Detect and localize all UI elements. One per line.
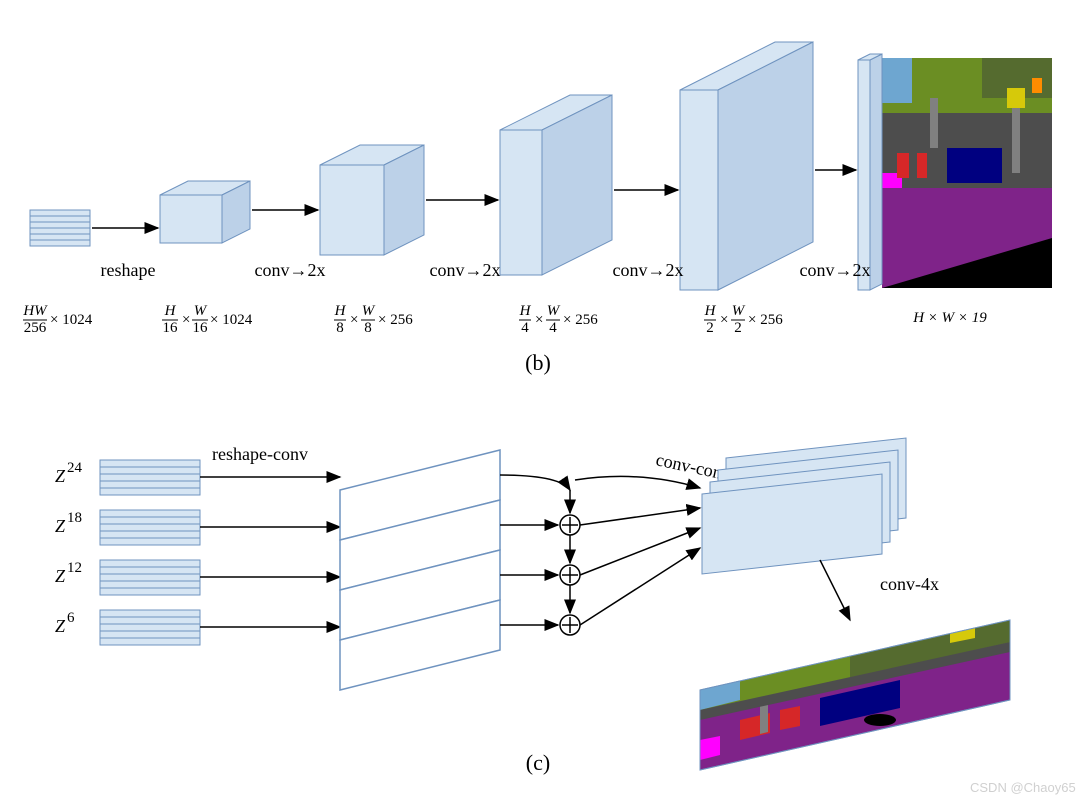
svg-text:×: × — [182, 312, 190, 328]
svg-text:×: × — [350, 312, 358, 328]
arrow-c-p0 — [500, 475, 570, 490]
svg-text:W: W — [194, 303, 208, 319]
block-1 — [160, 181, 250, 243]
svg-text:16: 16 — [193, 320, 209, 336]
op-label-4: conv→2x — [800, 260, 871, 280]
op-c-2: conv-4x — [880, 574, 939, 594]
op-label-2: conv→2x — [430, 260, 501, 280]
diagram-c: Z 24 Z 18 Z 12 Z 6 reshape-conv — [55, 438, 1010, 775]
svg-text:4: 4 — [521, 320, 529, 336]
z-slats — [100, 460, 200, 645]
block-2 — [320, 145, 424, 255]
arrow-c-s1 — [580, 508, 700, 525]
dim-3: H 4 × W 4 × 256 — [519, 303, 599, 336]
z-inputs: Z 24 Z 18 Z 12 Z 6 — [55, 460, 200, 645]
op-label-0: reshape — [101, 260, 156, 280]
op-label-3: conv→2x — [613, 260, 684, 280]
svg-text:× 256: × 256 — [748, 312, 783, 328]
svg-text:2: 2 — [734, 320, 742, 336]
op-c-0: reshape-conv — [212, 444, 308, 464]
z-label-1: Z — [55, 516, 66, 536]
svg-text:H: H — [164, 303, 177, 319]
block-input-slats — [30, 210, 90, 246]
svg-text:H: H — [334, 303, 347, 319]
svg-text:8: 8 — [364, 320, 372, 336]
arrow-c-s0 — [575, 476, 700, 488]
fig-label-b: (b) — [525, 350, 551, 375]
svg-text:W: W — [547, 303, 561, 319]
svg-text:W: W — [362, 303, 376, 319]
arrow-c-out — [820, 560, 850, 620]
stacked-planes — [702, 438, 906, 574]
z-sup-0: 24 — [67, 460, 83, 476]
watermark: CSDN @Chaoy6565 — [970, 780, 1076, 795]
svg-text:H: H — [519, 303, 532, 319]
z-sup-1: 18 — [67, 510, 82, 526]
svg-text:× 256: × 256 — [563, 312, 598, 328]
svg-text:HW: HW — [22, 303, 48, 319]
output-plane — [858, 54, 1052, 290]
svg-text:× 1024: × 1024 — [50, 312, 93, 328]
seg-output-c — [700, 620, 1010, 770]
dim-0: HW 256 × 1024 — [22, 303, 92, 336]
dim-5: H × W × 19 — [912, 310, 987, 326]
svg-text:16: 16 — [163, 320, 179, 336]
z-label-3: Z — [55, 616, 66, 636]
diagram-b: reshape conv→2x conv→2x conv→2x conv→2x … — [22, 42, 1052, 375]
svg-text:2: 2 — [706, 320, 714, 336]
svg-text:× 1024: × 1024 — [210, 312, 253, 328]
svg-text:×: × — [720, 312, 728, 328]
z-label-2: Z — [55, 566, 66, 586]
svg-text:× 256: × 256 — [378, 312, 413, 328]
svg-text:8: 8 — [336, 320, 344, 336]
op-label-1: conv→2x — [255, 260, 326, 280]
dim-4: H 2 × W 2 × 256 — [704, 303, 784, 336]
plus-nodes — [560, 515, 580, 635]
z-sup-2: 12 — [67, 560, 82, 576]
dim-2: H 8 × W 8 × 256 — [334, 303, 414, 336]
svg-text:H: H — [704, 303, 717, 319]
svg-text:×: × — [535, 312, 543, 328]
block-4 — [680, 42, 813, 290]
parallelogram-stack — [340, 450, 500, 690]
block-3 — [500, 95, 612, 275]
dim-1: H 16 × W 16 × 1024 — [162, 303, 253, 336]
fig-label-c: (c) — [526, 750, 550, 775]
z-label-0: Z — [55, 466, 66, 486]
svg-text:256: 256 — [24, 320, 47, 336]
arrow-c-s3 — [580, 548, 700, 625]
svg-text:W: W — [732, 303, 746, 319]
svg-text:4: 4 — [549, 320, 557, 336]
z-sup-3: 6 — [67, 610, 75, 626]
arrow-c-s2 — [580, 528, 700, 575]
